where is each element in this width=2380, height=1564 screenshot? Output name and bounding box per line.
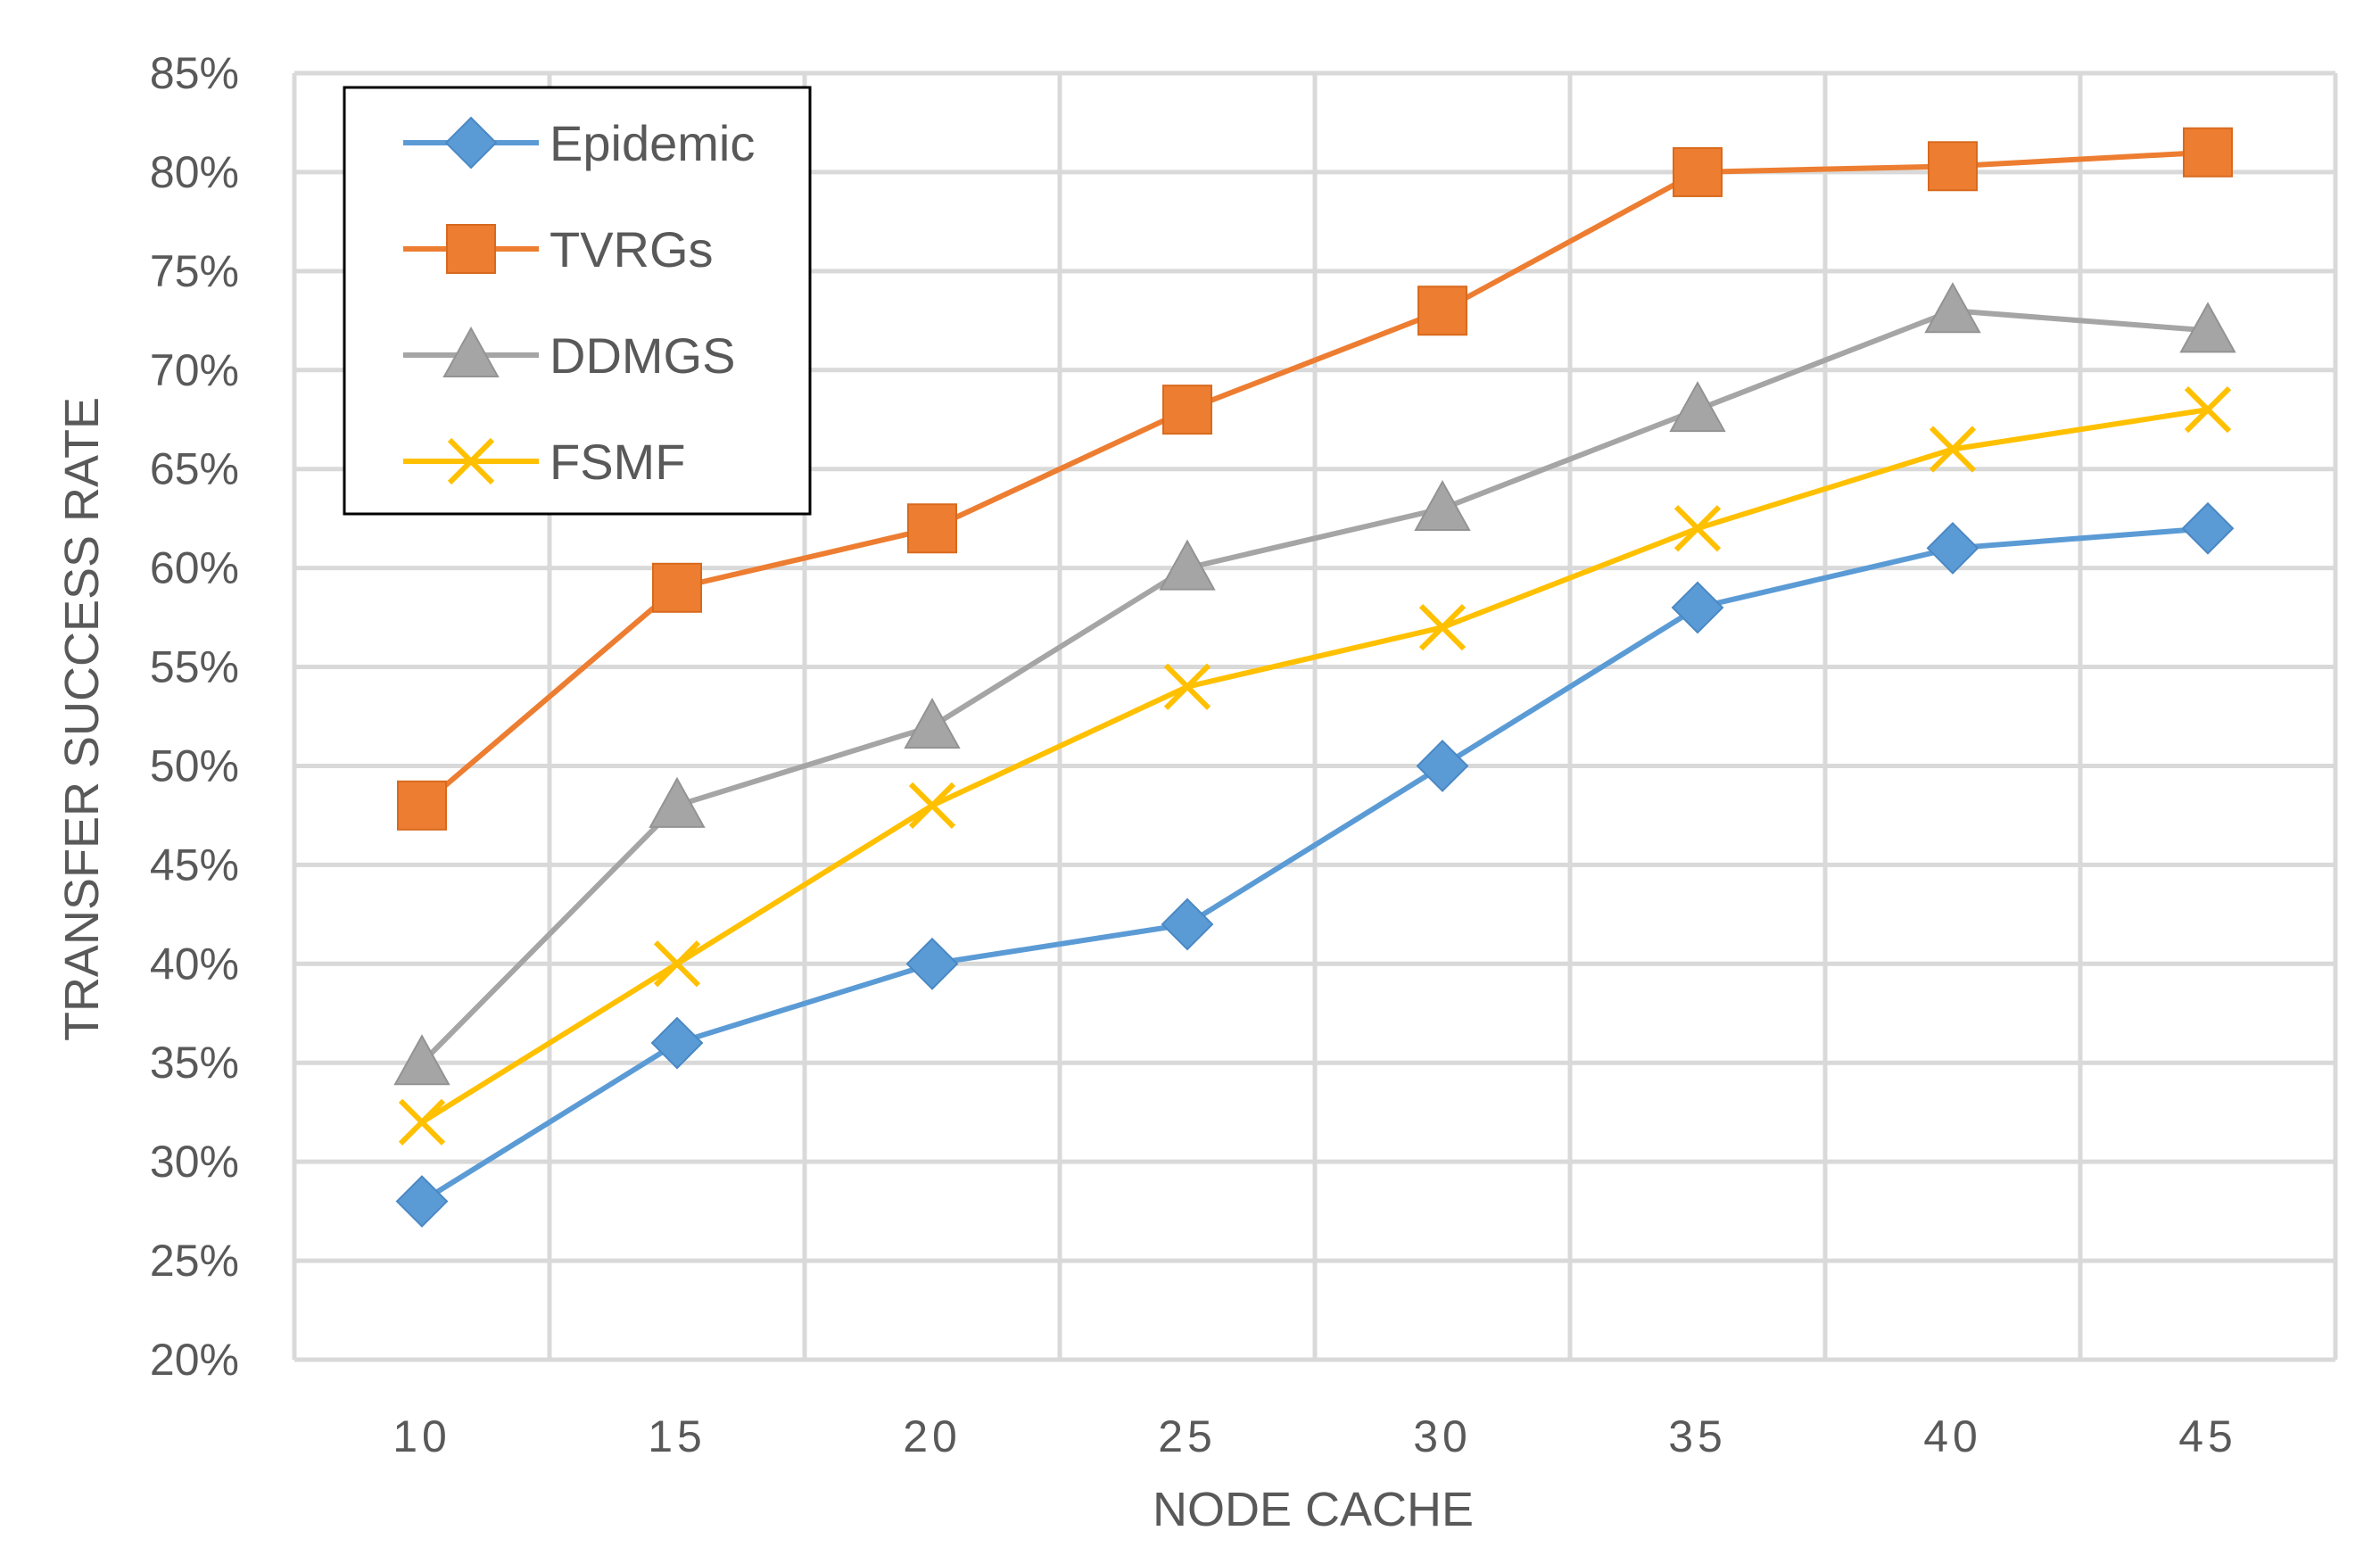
y-tick-label: 75%: [150, 246, 239, 296]
data-point-ddmgs: [1159, 539, 1216, 591]
data-point-fsmf: [398, 1098, 446, 1146]
legend-marker-epidemic: [444, 116, 498, 170]
x-tick-label: 25: [1158, 1411, 1217, 1461]
x-tick-label: 15: [648, 1411, 707, 1461]
x-marker-stroke: [653, 940, 701, 988]
x-marker-stroke: [447, 437, 495, 485]
legend-marker-tvrgs: [446, 224, 496, 274]
data-point-tvrgs: [1162, 385, 1212, 435]
y-tick-label: 65%: [150, 444, 239, 494]
data-point-epidemic: [2181, 501, 2235, 555]
data-point-epidemic: [650, 1016, 704, 1070]
data-point-fsmf: [908, 782, 956, 829]
data-point-fsmf: [1163, 663, 1211, 710]
data-point-fsmf: [2184, 386, 2232, 434]
axes: 20% 25% 30% 35% 40% 45% 50% 55% 60% 65% 70% 75% 80% 8…: [150, 48, 2237, 1461]
y-tick-label: 55%: [150, 642, 239, 692]
x-marker-stroke: [398, 1098, 446, 1146]
data-point-epidemic: [1926, 522, 1979, 575]
y-tick-label: 45%: [150, 840, 239, 890]
data-point-fsmf: [653, 940, 701, 988]
y-tick-label: 85%: [150, 48, 239, 98]
x-tick-label: 20: [903, 1411, 962, 1461]
data-point-tvrgs: [652, 562, 702, 613]
legend-label-tvrgs: TVRGs: [550, 221, 714, 277]
legend-label-fsmf: FSMF: [550, 434, 685, 490]
x-tick-label: 40: [1923, 1411, 1982, 1461]
data-point-fsmf: [1418, 604, 1467, 651]
x-marker-stroke: [2184, 386, 2232, 434]
series-line-ddmgs: [419, 308, 2209, 1065]
x-marker-stroke: [1673, 505, 1722, 552]
legend: Epidemic TVRGs DDMGS FSMF: [343, 86, 812, 516]
y-tick-label: 25%: [150, 1236, 239, 1286]
series-line-tvrgs: [420, 149, 2209, 808]
data-point-tvrgs: [1417, 285, 1467, 336]
x-marker-stroke: [1929, 426, 1977, 473]
series-line-epidemic: [420, 525, 2209, 1204]
data-point-ddmgs: [649, 776, 706, 828]
legend-label-ddmgs: DDMGS: [550, 327, 735, 384]
x-tick-label: 45: [2178, 1411, 2237, 1461]
data-point-ddmgs: [1924, 282, 1981, 334]
y-tick-label: 70%: [150, 345, 239, 395]
legend-marker-fsmf: [447, 437, 495, 485]
data-point-tvrgs: [397, 780, 447, 831]
data-point-epidemic: [1671, 581, 1724, 634]
data-point-ddmgs: [2179, 302, 2236, 353]
data-point-tvrgs: [907, 503, 957, 554]
y-tick-label: 60%: [150, 543, 239, 593]
grid: [292, 70, 2338, 1362]
data-point-tvrgs: [1673, 146, 1723, 197]
y-tick-label: 20%: [150, 1335, 239, 1385]
legend-box: [343, 86, 812, 516]
data-point-fsmf: [1673, 505, 1722, 552]
data-point-tvrgs: [2183, 127, 2233, 178]
data-point-ddmgs: [904, 698, 961, 749]
legend-label-epidemic: Epidemic: [550, 115, 755, 171]
y-tick-label: 40%: [150, 939, 239, 989]
data-point-epidemic: [1161, 898, 1214, 951]
data-point-fsmf: [1929, 426, 1977, 473]
data-point-ddmgs: [393, 1034, 450, 1086]
x-tick-label: 10: [393, 1411, 451, 1461]
y-tick-label: 80%: [150, 147, 239, 197]
legend-marker-ddmgs: [442, 326, 500, 377]
data-point-tvrgs: [1928, 141, 1978, 192]
series-line-fsmf: [420, 407, 2209, 1125]
x-marker-stroke: [1163, 663, 1211, 710]
data-point-ddmgs: [1414, 480, 1471, 532]
x-tick-label: 30: [1413, 1411, 1472, 1461]
x-axis-title: NODE CACHE: [1153, 1483, 1474, 1536]
y-tick-label: 35%: [150, 1038, 239, 1088]
x-marker-stroke: [908, 782, 956, 829]
data-point-ddmgs: [1669, 381, 1726, 433]
x-marker-stroke: [1418, 604, 1467, 651]
y-tick-label: 50%: [150, 741, 239, 790]
data-point-epidemic: [905, 937, 959, 990]
y-tick-label: 30%: [150, 1137, 239, 1187]
series-layer: [393, 127, 2236, 1228]
data-point-epidemic: [395, 1175, 449, 1228]
data-point-epidemic: [1416, 740, 1469, 792]
y-axis-title: TRANSFER SUCCESS RATE: [55, 397, 109, 1041]
x-tick-label: 35: [1668, 1411, 1727, 1461]
